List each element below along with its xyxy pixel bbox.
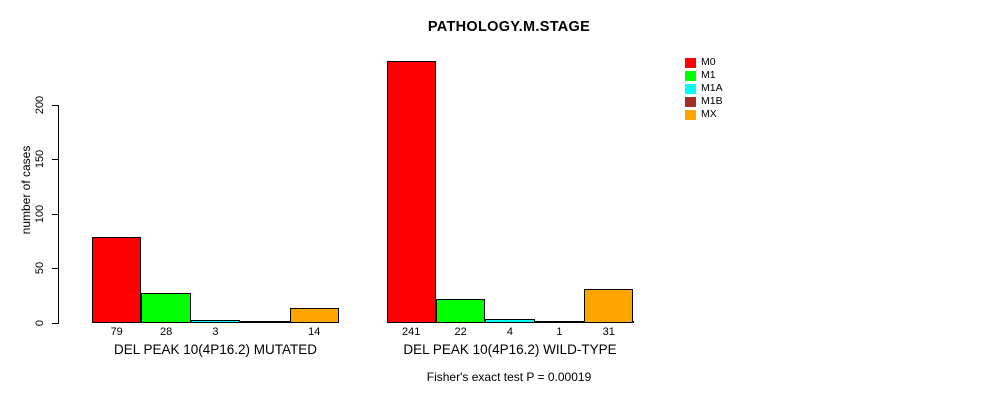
y-tick-mark <box>52 105 58 106</box>
legend-label: M0 <box>701 56 716 68</box>
fisher-test-annotation: Fisher's exact test P = 0.00019 <box>426 370 592 384</box>
legend-color-swatch <box>685 70 696 81</box>
bar-m1-group1 <box>141 293 191 323</box>
y-tick-mark <box>52 268 58 270</box>
legend-color-swatch <box>685 57 696 68</box>
chart-title: PATHOLOGY.M.STAGE <box>427 19 591 35</box>
legend-item-m1b: M1B <box>685 95 723 108</box>
bar-m1-group2 <box>435 299 486 323</box>
y-tick-label: 200 <box>34 95 46 115</box>
bar-m1a-group1 <box>190 320 241 323</box>
bar-m1a-group2 <box>485 319 535 323</box>
bar-value-label: 79 <box>110 326 123 338</box>
bar-mx-group2 <box>584 289 634 323</box>
bar-value-label: 241 <box>402 326 421 338</box>
bar-value-label: 3 <box>212 326 219 338</box>
y-tick-label: 100 <box>34 204 46 223</box>
y-tick-mark <box>52 322 58 324</box>
bar-value-label: 14 <box>308 326 321 338</box>
legend-color-swatch <box>685 109 696 120</box>
legend-color-swatch <box>685 83 696 94</box>
bar-value-label: 22 <box>454 326 467 338</box>
bar-mx-group1 <box>289 308 339 323</box>
legend-item-mx: MX <box>685 108 723 121</box>
y-tick-mark <box>52 213 58 215</box>
bar-value-label: 4 <box>506 326 514 338</box>
y-axis-title: number of cases <box>19 145 33 235</box>
legend: M0 M1 M1A M1B MX <box>685 56 723 121</box>
y-tick-label: 0 <box>34 319 46 326</box>
legend-item-m1: M1 <box>685 69 723 82</box>
legend-label: MX <box>701 108 717 120</box>
bar-m1b-group2 <box>534 321 585 323</box>
bar-value-label: 1 <box>556 326 563 338</box>
legend-color-swatch <box>685 96 696 107</box>
bar-m0-group1 <box>92 237 142 323</box>
y-tick-label: 50 <box>34 262 46 275</box>
bar-value-label: 28 <box>159 326 173 338</box>
legend-item-m0: M0 <box>685 56 723 69</box>
y-tick-label: 150 <box>34 150 46 169</box>
x-group-label: DEL PEAK 10(4P16.2) MUTATED <box>113 342 318 357</box>
y-axis-line <box>58 105 59 324</box>
bar-value-label: 31 <box>602 326 615 338</box>
x-group-label: DEL PEAK 10(4P16.2) WILD-TYPE <box>403 342 617 357</box>
legend-label: M1A <box>701 82 723 94</box>
legend-item-m1a: M1A <box>685 82 723 95</box>
legend-label: M1B <box>701 95 723 107</box>
bar-m0-group2 <box>386 61 436 323</box>
legend-label: M1 <box>701 69 716 81</box>
y-tick-mark <box>52 159 58 161</box>
